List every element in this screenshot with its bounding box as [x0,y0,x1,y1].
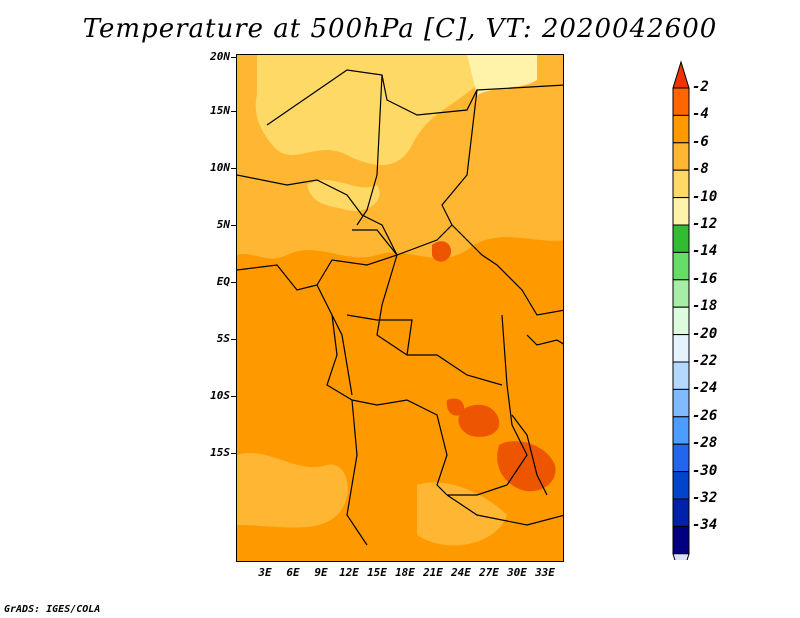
colorbar-box [672,388,690,418]
colorbar-label: -22 [692,353,718,369]
colorbar-box [672,224,690,253]
colorbar-box [672,114,690,144]
field-warm-patch-c [432,241,452,262]
colorbar-label: -24 [692,380,718,397]
lat-label-eq: EQ [216,275,230,288]
colorbar-label: -2 [692,79,709,95]
lat-tick [231,396,236,397]
colorbar-label: -32 [692,490,718,506]
colorbar-box [672,279,690,308]
lat-label-15n: 15N [210,104,230,117]
colorbar-box [672,334,690,363]
lon-label-15e: 15E [367,566,387,579]
field-band-minus10 [467,55,537,95]
lon-label-33e: 33E [535,566,555,579]
colorbar-top-triangle [672,60,690,89]
colorbar-label: -34 [692,517,718,534]
lat-label-5n: 5N [216,218,230,231]
colorbar-box [672,498,690,527]
field-warm-patch-a [458,404,500,437]
lon-label-18e: 18E [395,566,415,579]
lat-tick [231,168,236,169]
colorbar-label: -14 [692,243,718,260]
colorbar-label: -18 [692,298,718,315]
lon-label-24e: 24E [451,566,471,579]
field-band-minus6-south [237,452,348,528]
lat-tick [231,57,236,58]
colorbar-label: -28 [692,435,718,452]
colorbar-label: -20 [692,325,718,342]
colorbar-box [672,443,690,473]
lon-label-27e: 27E [479,566,499,579]
lat-tick [231,339,236,340]
colorbar-label: -16 [692,270,718,287]
colorbar-box [672,251,690,281]
temperature-map [236,54,564,562]
colorbar-box [672,416,690,445]
lon-label-21e: 21E [423,566,443,579]
colorbar-bottom-triangle [672,553,690,560]
colorbar-label: -6 [692,133,709,150]
colorbar-box [672,197,690,226]
lon-label-3e: 3E [258,566,272,579]
colorbar-box [672,142,690,171]
lon-label-30e: 30E [507,566,527,579]
colorbar-box [672,471,690,500]
chart-title: Temperature at 500hPa [C], VT: 202004260… [82,14,718,44]
lon-label-9e: 9E [314,566,328,579]
lat-label-20n: 20N [210,50,230,63]
field-band-minus8-a [255,55,477,165]
lat-label-10n: 10N [210,161,230,174]
lon-label-6e: 6E [286,566,300,579]
field-warm-patch-d [446,398,465,416]
colorbar-box [672,306,690,336]
country-borders [237,69,563,546]
colorbar-label: -30 [692,462,718,479]
lat-tick [231,453,236,454]
grads-credit: GrADS: IGES/COLA [4,604,101,615]
lat-tick [231,282,236,283]
colorbar-box [672,169,690,199]
colorbar-box [672,361,690,390]
lon-label-12e: 12E [339,566,359,579]
lat-label-5s: 5S [216,332,230,345]
lat-label-15s: 15S [210,446,230,459]
lat-label-10s: 10S [210,389,230,402]
lat-tick [231,111,236,112]
map-canvas [237,55,563,561]
colorbar-label: -8 [692,161,709,178]
colorbar-box [672,525,690,555]
colorbar [672,60,690,560]
field-band-minus6-southeast [417,482,507,546]
colorbar-label: -10 [692,188,718,205]
colorbar-label: -26 [692,407,718,424]
colorbar-label: -4 [692,106,709,123]
colorbar-label: -12 [692,216,718,232]
field-band-minus8-b [307,180,380,211]
lat-tick [231,225,236,226]
colorbar-box [672,87,690,116]
